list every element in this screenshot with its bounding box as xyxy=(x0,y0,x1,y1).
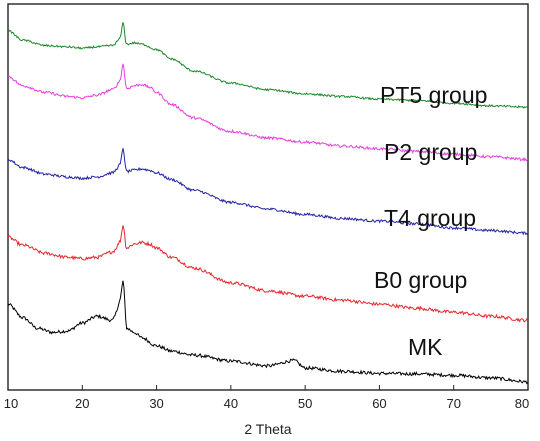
x-axis-ticks: 10 20 30 40 50 60 70 80 xyxy=(4,385,529,411)
series-line-mk xyxy=(7,280,529,385)
x-axis-title: 2 Theta xyxy=(244,421,291,437)
series-label-t4-group: T4 group xyxy=(384,205,476,231)
x-tick-label: 10 xyxy=(4,396,18,411)
series-label-p2-group: P2 group xyxy=(384,139,477,165)
series-line-p2-group xyxy=(7,63,529,162)
series-labels: MK B0 group T4 group P2 group PT5 group xyxy=(374,82,487,360)
series-line-t4-group xyxy=(7,148,529,236)
series-layer xyxy=(7,22,529,385)
x-tick-label: 40 xyxy=(224,396,238,411)
series-line-b0-group xyxy=(7,225,529,323)
x-tick-label: 70 xyxy=(446,396,460,411)
x-tick-label: 30 xyxy=(149,396,163,411)
series-label-mk: MK xyxy=(408,334,443,360)
x-tick-label: 80 xyxy=(515,396,529,411)
series-label-pt5-group: PT5 group xyxy=(380,82,487,108)
series-line-pt5-group xyxy=(8,22,528,109)
x-tick-label: 20 xyxy=(75,396,89,411)
x-tick-label: 50 xyxy=(298,396,312,411)
plot-frame xyxy=(7,3,529,391)
series-label-b0-group: B0 group xyxy=(374,267,467,293)
x-tick-label: 60 xyxy=(372,396,386,411)
